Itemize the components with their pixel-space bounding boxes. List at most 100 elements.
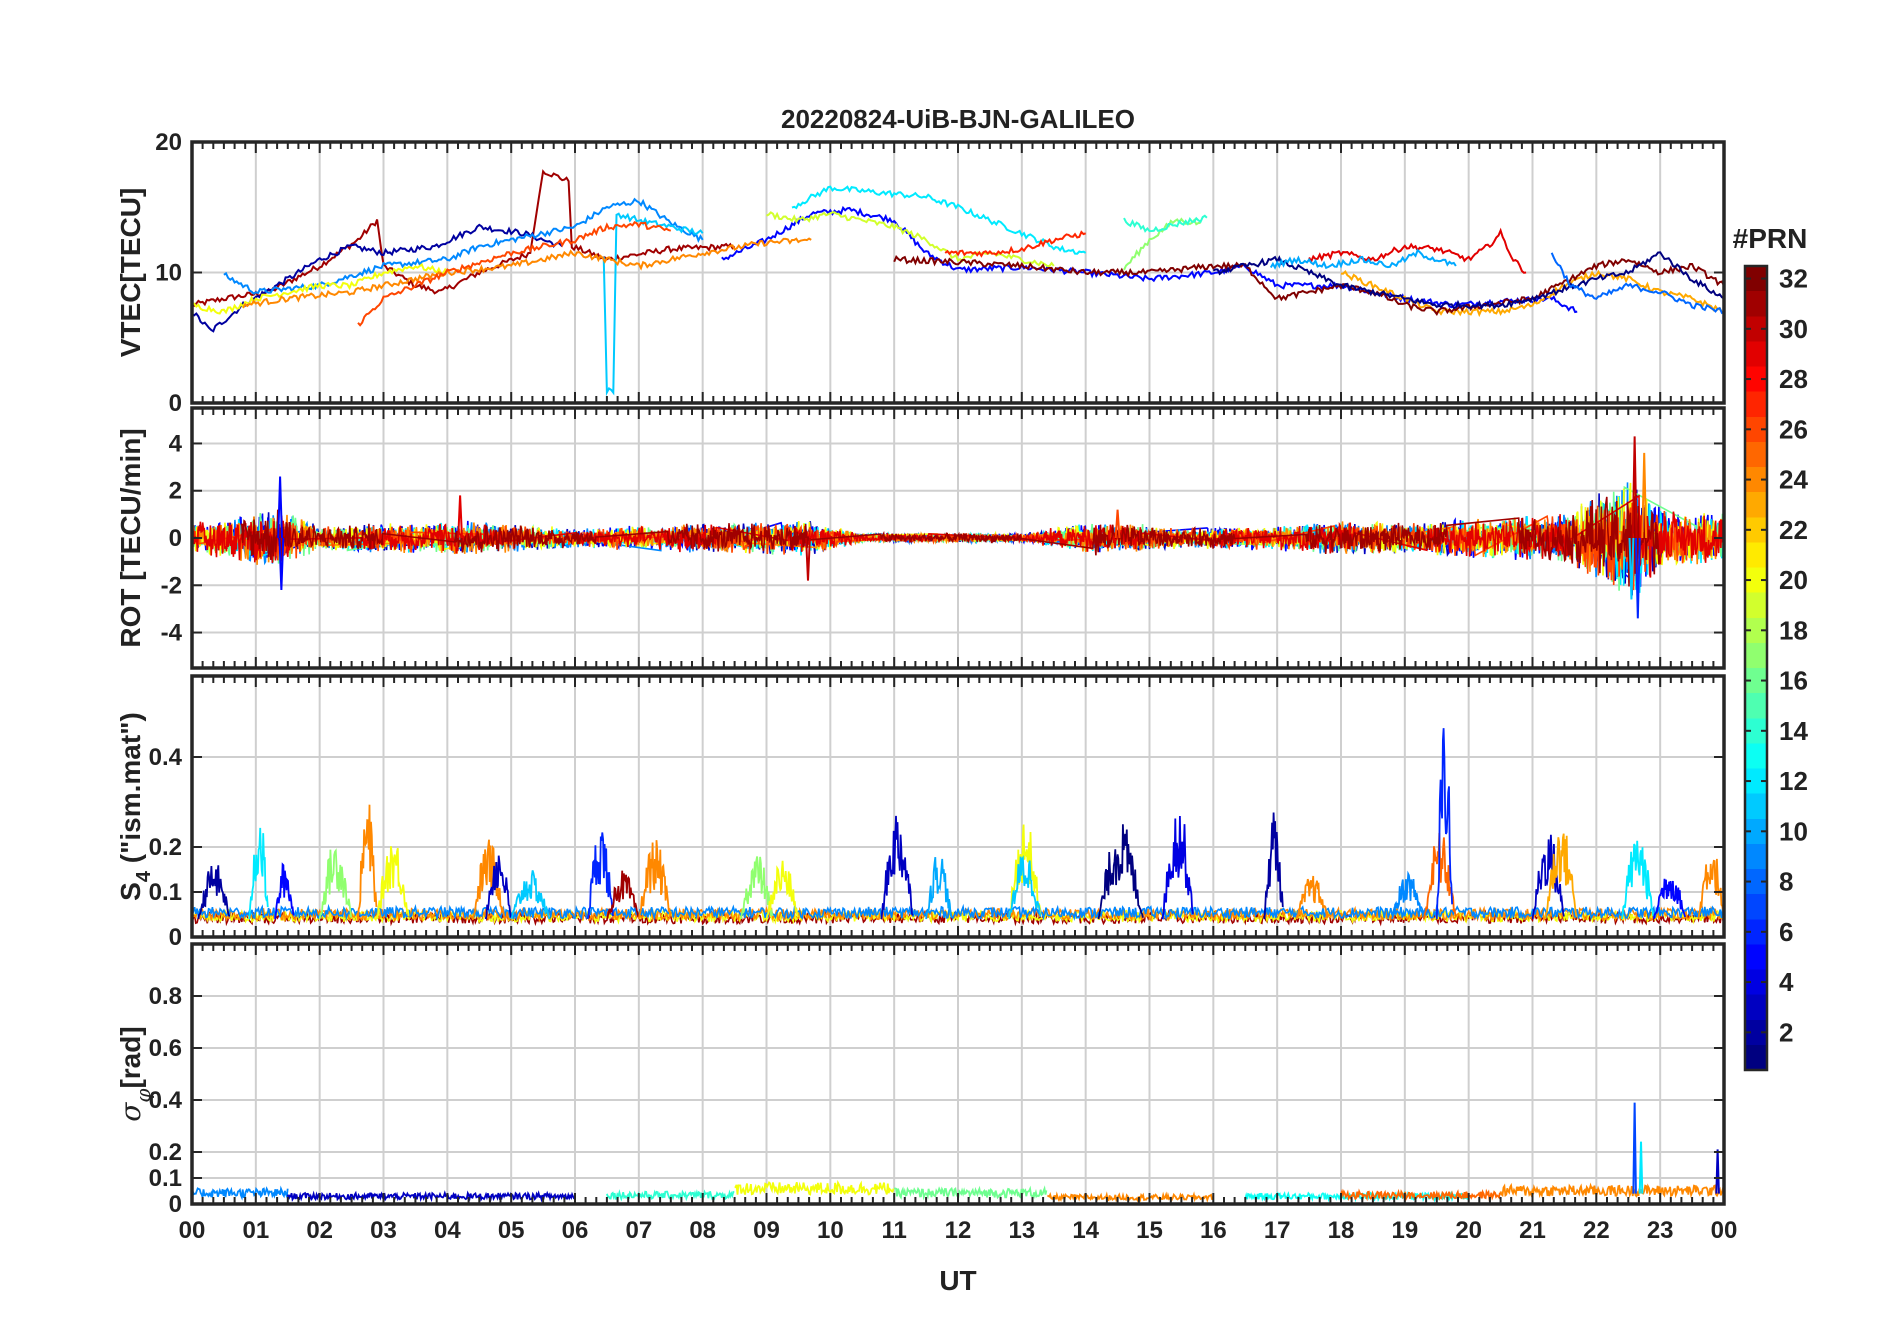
vtec-series-prn-8 bbox=[1550, 252, 1724, 315]
s4-burst-prn-5 bbox=[274, 862, 295, 920]
y-axis-label-sigma: σφ[rad] bbox=[114, 1026, 155, 1121]
x-tick-label: 15 bbox=[1136, 1217, 1163, 1244]
rot-spike bbox=[805, 537, 811, 581]
colorbar-tick-label: 30 bbox=[1779, 314, 1808, 344]
y-tick-label: -2 bbox=[161, 572, 182, 599]
s4-baseline-prn-9 bbox=[192, 903, 1724, 922]
x-tick-label: 22 bbox=[1583, 1217, 1610, 1244]
x-ticks-rot bbox=[191, 408, 1725, 668]
s4-burst-prn-24 bbox=[472, 839, 506, 920]
vtec-series-prn-1 bbox=[1212, 251, 1724, 311]
vtec-series-prn-27 bbox=[944, 230, 1087, 258]
vtec-series-prn-17 bbox=[1123, 217, 1201, 271]
x-axis-label: UT bbox=[939, 1265, 976, 1296]
colorbar-tick-label: 6 bbox=[1779, 917, 1793, 947]
rot-series-prn-31 bbox=[241, 496, 1661, 587]
vtec-series-prn-31 bbox=[192, 169, 736, 308]
colorbar-tick-label: 22 bbox=[1779, 515, 1808, 545]
vtec-series-prn-32 bbox=[893, 254, 1724, 316]
x-tick-label: 00 bbox=[1711, 1217, 1738, 1244]
s4-burst-prn-20 bbox=[376, 846, 410, 920]
y-tick-label: 20 bbox=[155, 129, 182, 156]
x-ticks-sigma bbox=[191, 944, 1725, 1204]
rot-spike bbox=[277, 476, 284, 539]
s4-burst-prn-23 bbox=[1544, 833, 1578, 920]
x-tick-label: 04 bbox=[434, 1217, 461, 1244]
y-tick-label: 2 bbox=[169, 478, 182, 505]
colorbar-tick-label: 24 bbox=[1779, 465, 1808, 495]
vtec-series-prn-5 bbox=[721, 205, 1578, 314]
colorbar-tick-label: 12 bbox=[1779, 766, 1808, 796]
panel-vtec: 0 10 20 VTEC[TECU] bbox=[115, 129, 1726, 417]
colorbar-tick-label: 18 bbox=[1779, 615, 1808, 645]
y-axis-label-vtec: VTEC[TECU] bbox=[115, 188, 146, 358]
s4-burst-prn-2 bbox=[1263, 812, 1284, 920]
sigma-series-prn-16 bbox=[894, 1185, 1048, 1201]
x-tick-label: 23 bbox=[1647, 1217, 1674, 1244]
y-tick-label: 0.8 bbox=[149, 983, 182, 1010]
sigma-spike bbox=[1632, 1102, 1637, 1194]
y-tick-label: 10 bbox=[155, 260, 182, 287]
s4-burst-prn-3 bbox=[484, 855, 512, 920]
vtec-series-prn-11 bbox=[602, 212, 704, 397]
y-tick-label: 0.1 bbox=[149, 1165, 182, 1192]
x-tick-label: 02 bbox=[306, 1217, 333, 1244]
x-tick-label: 07 bbox=[625, 1217, 652, 1244]
plot-area-rot bbox=[192, 436, 1724, 619]
s4-burst-prn-24 bbox=[357, 804, 378, 920]
x-tick-label: 11 bbox=[881, 1217, 906, 1244]
sigma-spike bbox=[1638, 1141, 1644, 1194]
sigma-series-prn-9 bbox=[192, 1185, 289, 1201]
s4-baseline-prn-20 bbox=[192, 907, 1724, 925]
s4-burst-prn-24 bbox=[1295, 875, 1329, 920]
rot-spike bbox=[1634, 537, 1641, 619]
s4-burst-prn-17 bbox=[740, 856, 774, 920]
vtec-series-prn-23 bbox=[1340, 269, 1724, 318]
x-ticks-s4 bbox=[191, 676, 1725, 937]
sigma-series-prn-24 bbox=[1047, 1191, 1214, 1203]
colorbar-tick-label: 2 bbox=[1779, 1017, 1793, 1047]
rot-spike bbox=[1628, 537, 1635, 600]
vtec-series-prn-14 bbox=[1123, 214, 1208, 233]
chart-title: 20220824-UiB-BJN-GALILEO bbox=[781, 104, 1135, 134]
s4-burst-prn-12 bbox=[248, 827, 269, 920]
vtec-series-prn-20 bbox=[192, 263, 449, 315]
s4-burst-prn-11 bbox=[510, 870, 551, 920]
rot-spike bbox=[1631, 436, 1638, 539]
x-tick-label: 19 bbox=[1391, 1217, 1418, 1244]
colorbar-frame bbox=[1743, 264, 1769, 1072]
plot-area-sigma bbox=[192, 1102, 1724, 1203]
x-tick-label: 18 bbox=[1328, 1217, 1355, 1244]
s4-burst-prn-4 bbox=[1161, 815, 1194, 920]
y-tick-label: 0 bbox=[169, 390, 182, 417]
colorbar-tick-label: 14 bbox=[1779, 716, 1808, 746]
s4-burst-prn-31 bbox=[606, 870, 640, 920]
x-tick-label: 14 bbox=[1072, 1217, 1099, 1244]
x-tick-label: 08 bbox=[689, 1217, 716, 1244]
sigma-series-prn-25 bbox=[1340, 1188, 1501, 1202]
x-tick-label: 06 bbox=[562, 1217, 589, 1244]
x-tick-label: 03 bbox=[370, 1217, 397, 1244]
sigma-series-prn-3 bbox=[286, 1190, 576, 1203]
s4-burst-prn-3 bbox=[880, 815, 914, 920]
x-tick-label: 16 bbox=[1200, 1217, 1227, 1244]
s4-burst-prn-2 bbox=[197, 865, 231, 920]
x-tick-label: 09 bbox=[753, 1217, 780, 1244]
colorbar-tick-label: 8 bbox=[1779, 867, 1793, 897]
x-tick-label: 20 bbox=[1455, 1217, 1482, 1244]
colorbar-gradient bbox=[1745, 266, 1767, 1070]
colorbar-tick-label: 16 bbox=[1779, 666, 1808, 696]
rot-series-prn-29 bbox=[192, 494, 1724, 578]
y-tick-label: 0.6 bbox=[149, 1035, 182, 1062]
y-axis-label-s4: S4 ("ism.mat") bbox=[115, 712, 155, 901]
sigma-spike bbox=[1715, 1149, 1720, 1194]
rot-spike bbox=[1114, 509, 1121, 539]
y-tick-label: 0 bbox=[169, 525, 182, 552]
y-tick-label: 0.4 bbox=[149, 1087, 183, 1114]
vtec-series-prn-12 bbox=[791, 185, 1087, 255]
y-tick-label: 0 bbox=[169, 924, 182, 951]
s4-burst-prn-11 bbox=[1008, 855, 1042, 920]
plot-area-s4 bbox=[192, 728, 1724, 927]
sigma-series-prn-20 bbox=[734, 1179, 895, 1196]
